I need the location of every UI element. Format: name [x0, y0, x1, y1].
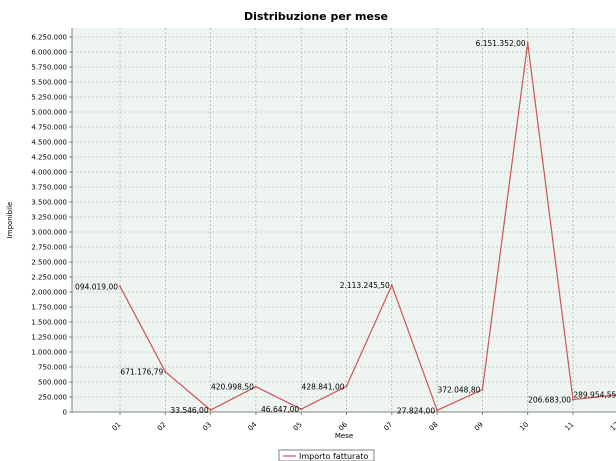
y-tick-label: 750.000: [38, 364, 67, 372]
x-tick-label: 12: [609, 421, 616, 433]
data-point: [390, 284, 393, 287]
y-axis-label: Imponibile: [6, 202, 14, 239]
x-tick-label: 09: [473, 421, 485, 433]
data-label: 206.683,00: [528, 396, 571, 405]
data-label: 46.647,00: [261, 405, 299, 414]
y-tick-label: 2.750.000: [31, 244, 67, 252]
grid: [72, 28, 616, 413]
y-tick-label: 1.750.000: [31, 304, 67, 312]
data-point: [164, 370, 167, 373]
data-point: [209, 408, 212, 411]
x-tick-label: 07: [382, 421, 394, 433]
y-tick-label: 500.000: [38, 379, 67, 387]
data-point: [345, 385, 348, 388]
series-importo-fatturato: [119, 41, 616, 412]
series-line: [119, 42, 616, 412]
data-label: 671.176,79: [120, 368, 163, 377]
x-tick-label: 04: [247, 420, 259, 432]
plot-area: [72, 28, 616, 412]
y-tick-label: 5.250.000: [31, 94, 67, 102]
y-tick-label: 5.500.000: [31, 79, 67, 87]
data-label: 420.998,50: [211, 383, 254, 392]
data-label: 27.824,00: [397, 406, 435, 415]
y-tick-label: 2.000.000: [31, 289, 67, 297]
y-tick-label: 1.250.000: [31, 334, 67, 342]
y-tick-label: 3.500.000: [31, 199, 67, 207]
x-tick-label: 06: [337, 420, 349, 432]
x-tick-label: 08: [428, 421, 440, 433]
y-tick-label: 250.000: [38, 394, 67, 402]
data-point: [481, 388, 484, 391]
y-tick-label: 4.000.000: [31, 169, 67, 177]
y-tick-label: 4.750.000: [31, 124, 67, 132]
y-tick-label: 5.000.000: [31, 109, 67, 117]
x-tick-label: 11: [564, 421, 576, 433]
data-label: 6.151.352,00: [476, 39, 526, 48]
y-tick-label: 2.500.000: [31, 259, 67, 267]
data-label: 428.841,00: [302, 382, 345, 391]
data-point: [254, 385, 257, 388]
y-axis: 0 250.000 500.000 750.000 1.000.000 1.250.000…: [31, 34, 72, 417]
data-point: [119, 285, 121, 288]
data-point: [436, 409, 439, 412]
y-tick-label: 2.250.000: [31, 274, 67, 282]
y-tick-label: 6.250.000: [31, 34, 67, 42]
y-tick-label: 1.500.000: [31, 319, 67, 327]
x-tick-label: 02: [156, 421, 168, 433]
y-tick-label: 0: [63, 409, 67, 417]
data-label: 2.113.245,50: [340, 281, 390, 290]
x-tick-label: 05: [292, 421, 304, 433]
data-point: [526, 41, 529, 44]
y-tick-label: 6.000.000: [31, 49, 67, 57]
legend-box: [278, 449, 375, 461]
data-label: 372.048,80: [437, 386, 480, 395]
data-label: 289.954,55: [573, 391, 616, 400]
y-tick-label: 3.000.000: [31, 229, 67, 237]
x-tick-label: 01: [111, 421, 123, 433]
x-axis: 01 02 03 04 05 06 07 08 09 10 11 12: [111, 412, 616, 433]
data-label: 094.019,00: [75, 282, 118, 291]
x-tick-label: 03: [201, 421, 213, 433]
x-tick-label: 10: [518, 421, 530, 433]
legend-label: Importo fatturato: [299, 452, 368, 461]
y-tick-label: 4.250.000: [31, 154, 67, 162]
data-point: [300, 408, 303, 411]
legend: Importo fatturato: [278, 449, 375, 461]
x-axis-label: Mese: [335, 432, 353, 440]
data-label: 33.546,00: [170, 406, 208, 415]
data-point: [572, 398, 574, 401]
y-tick-label: 3.250.000: [31, 214, 67, 222]
y-tick-label: 5.750.000: [31, 64, 67, 72]
y-tick-label: 1.000.000: [31, 349, 67, 357]
data-labels: 094.019,00 671.176,79 33.546,00 420.998,50 4…: [75, 39, 616, 415]
y-tick-label: 4.500.000: [31, 139, 67, 147]
chart-title: Distribuzione per mese: [244, 10, 388, 23]
y-tick-label: 3.750.000: [31, 184, 67, 192]
